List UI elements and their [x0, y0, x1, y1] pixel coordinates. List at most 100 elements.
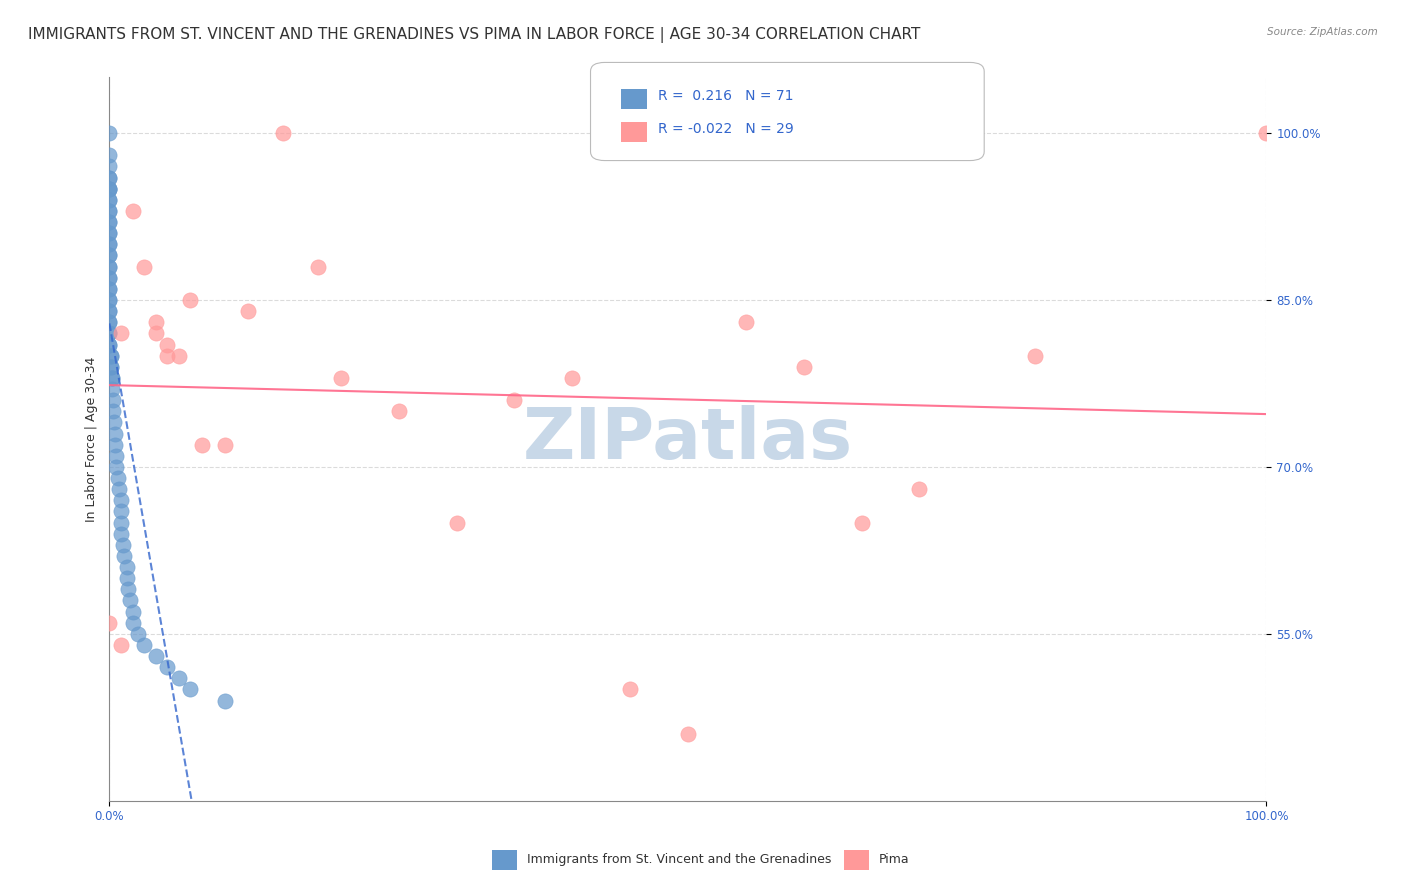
- Point: [115, 560, 138, 574]
- Point: [1256, 126, 1278, 140]
- Point: [121, 605, 143, 619]
- Point: [110, 638, 132, 652]
- Point: [100, 382, 122, 396]
- Text: R =  0.216   N = 71: R = 0.216 N = 71: [658, 89, 793, 103]
- Point: [271, 126, 294, 140]
- Point: [98, 170, 121, 185]
- Point: [388, 404, 411, 418]
- Point: [98, 160, 121, 174]
- Point: [110, 326, 132, 341]
- Point: [110, 493, 132, 508]
- Point: [110, 516, 132, 530]
- Point: [98, 182, 121, 196]
- Point: [98, 315, 121, 329]
- Point: [98, 193, 121, 207]
- Y-axis label: In Labor Force | Age 30-34: In Labor Force | Age 30-34: [86, 357, 98, 522]
- Point: [98, 226, 121, 240]
- Text: Pima: Pima: [879, 854, 910, 866]
- Point: [110, 526, 132, 541]
- Point: [105, 449, 128, 463]
- Point: [98, 193, 121, 207]
- Point: [98, 270, 121, 285]
- Point: [179, 682, 201, 697]
- Point: [156, 660, 179, 674]
- Point: [307, 260, 329, 274]
- Point: [145, 326, 167, 341]
- Point: [851, 516, 873, 530]
- Point: [619, 682, 641, 697]
- Point: [98, 304, 121, 318]
- Point: [100, 371, 122, 385]
- Point: [908, 482, 931, 496]
- Point: [561, 371, 583, 385]
- Point: [107, 482, 129, 496]
- Point: [98, 260, 121, 274]
- Text: Immigrants from St. Vincent and the Grenadines: Immigrants from St. Vincent and the Gren…: [527, 854, 831, 866]
- Text: IMMIGRANTS FROM ST. VINCENT AND THE GRENADINES VS PIMA IN LABOR FORCE | AGE 30-3: IMMIGRANTS FROM ST. VINCENT AND THE GREN…: [28, 27, 921, 43]
- Point: [98, 237, 121, 252]
- Point: [134, 260, 156, 274]
- Point: [446, 516, 468, 530]
- Point: [329, 371, 352, 385]
- Point: [120, 593, 142, 607]
- Point: [214, 693, 236, 707]
- Point: [734, 315, 756, 329]
- Point: [121, 615, 143, 630]
- Point: [110, 504, 132, 518]
- Point: [98, 148, 121, 162]
- Point: [156, 349, 179, 363]
- Point: [98, 226, 121, 240]
- Text: ZIPatlas: ZIPatlas: [523, 405, 853, 474]
- Point: [145, 649, 167, 664]
- Point: [101, 393, 124, 408]
- Point: [98, 615, 121, 630]
- Point: [104, 426, 127, 441]
- Point: [98, 170, 121, 185]
- Point: [145, 315, 167, 329]
- Point: [121, 204, 143, 219]
- Point: [98, 204, 121, 219]
- Point: [191, 438, 214, 452]
- Point: [98, 337, 121, 351]
- Point: [98, 182, 121, 196]
- Point: [179, 293, 201, 307]
- Point: [214, 438, 236, 452]
- Point: [98, 315, 121, 329]
- Point: [676, 727, 699, 741]
- Point: [98, 293, 121, 307]
- Point: [98, 337, 121, 351]
- Text: R = -0.022   N = 29: R = -0.022 N = 29: [658, 122, 794, 136]
- Point: [1024, 349, 1046, 363]
- Point: [98, 282, 121, 296]
- Point: [127, 627, 149, 641]
- Text: Source: ZipAtlas.com: Source: ZipAtlas.com: [1267, 27, 1378, 37]
- Point: [117, 582, 139, 597]
- Point: [98, 260, 121, 274]
- Point: [98, 237, 121, 252]
- Point: [98, 326, 121, 341]
- Point: [98, 204, 121, 219]
- Point: [98, 215, 121, 229]
- Point: [793, 359, 815, 374]
- Point: [100, 349, 122, 363]
- Point: [107, 471, 129, 485]
- Point: [98, 126, 121, 140]
- Point: [156, 337, 179, 351]
- Point: [503, 393, 526, 408]
- Point: [98, 304, 121, 318]
- Point: [103, 416, 125, 430]
- Point: [100, 359, 122, 374]
- Point: [98, 270, 121, 285]
- Point: [238, 304, 260, 318]
- Point: [167, 671, 190, 685]
- Point: [105, 459, 128, 474]
- Point: [98, 248, 121, 262]
- Point: [100, 371, 122, 385]
- Point: [134, 638, 156, 652]
- Point: [98, 326, 121, 341]
- Point: [115, 571, 138, 585]
- Point: [100, 359, 122, 374]
- Point: [167, 349, 190, 363]
- Point: [98, 182, 121, 196]
- Point: [104, 438, 127, 452]
